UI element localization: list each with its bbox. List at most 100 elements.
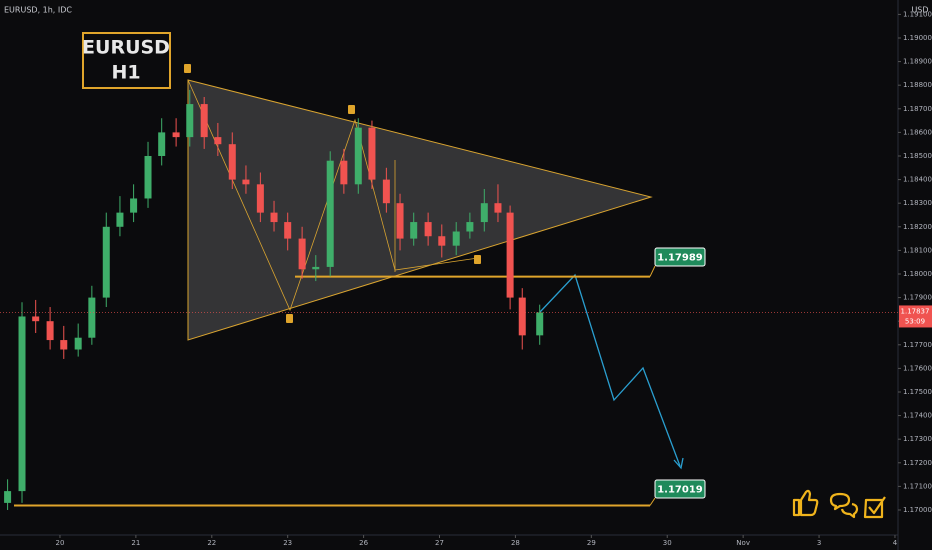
x-tick-label: 4 bbox=[893, 539, 898, 547]
triangle-pattern bbox=[187, 79, 653, 341]
point-marker bbox=[184, 64, 191, 73]
candle-body bbox=[172, 132, 180, 138]
x-tick-label: 28 bbox=[511, 539, 520, 547]
level-label: 1.17989 bbox=[657, 253, 703, 264]
label-box-line: H1 bbox=[111, 62, 140, 84]
y-tick-label: 1.17500 bbox=[903, 388, 932, 396]
candle-body bbox=[340, 160, 348, 185]
y-tick-label: 1.17000 bbox=[903, 506, 932, 514]
candle-body bbox=[536, 312, 544, 336]
candle-body bbox=[382, 179, 390, 204]
candle-body bbox=[144, 155, 152, 199]
y-tick-label: 1.17700 bbox=[903, 341, 932, 349]
currency-label: USD bbox=[911, 6, 928, 15]
point-marker bbox=[348, 105, 355, 114]
y-tick-label: 1.17600 bbox=[903, 364, 932, 372]
social-icons bbox=[792, 489, 886, 519]
candle-body bbox=[506, 212, 514, 298]
like-icon[interactable] bbox=[792, 489, 819, 517]
candle-body bbox=[466, 222, 474, 232]
x-tick-label: 27 bbox=[435, 539, 444, 547]
projection-arrow bbox=[673, 457, 684, 470]
candle-body bbox=[102, 226, 110, 298]
candle-body bbox=[312, 266, 320, 270]
candle-body bbox=[242, 179, 250, 185]
price-tag-value: 1.17837 bbox=[901, 307, 930, 315]
comment-icon[interactable] bbox=[829, 492, 859, 519]
y-tick-label: 1.18700 bbox=[903, 105, 932, 113]
x-tick-label: 21 bbox=[131, 539, 140, 547]
candle-body bbox=[158, 132, 166, 156]
x-tick-label: 20 bbox=[56, 539, 65, 547]
candle-body bbox=[186, 104, 194, 138]
label-box bbox=[82, 32, 171, 89]
point-marker bbox=[286, 314, 293, 323]
drawings bbox=[14, 64, 684, 507]
y-tick-label: 1.17200 bbox=[903, 459, 932, 467]
level-connector bbox=[649, 497, 656, 506]
level-label-box bbox=[654, 247, 706, 267]
x-tick-label: 30 bbox=[663, 539, 672, 547]
candle-body bbox=[46, 321, 54, 341]
candle-body bbox=[18, 316, 26, 492]
y-tick-label: 1.18800 bbox=[903, 81, 932, 89]
price-tag-countdown: 53:09 bbox=[905, 317, 925, 325]
candle-body bbox=[74, 337, 82, 350]
level-label: 1.17019 bbox=[657, 485, 703, 496]
y-tick-label: 1.18100 bbox=[903, 246, 932, 254]
candle-body bbox=[228, 144, 236, 180]
y-tick-label: 1.17400 bbox=[903, 412, 932, 420]
y-tick-label: 1.18300 bbox=[903, 199, 932, 207]
x-tick-label: Nov bbox=[736, 539, 750, 547]
label-box-line: EURUSD bbox=[82, 37, 170, 59]
level-label-box bbox=[654, 479, 706, 499]
candle-body bbox=[424, 222, 432, 237]
x-tick-label: 26 bbox=[359, 539, 368, 547]
chart-title: EURUSD, 1h, IDC bbox=[4, 6, 72, 15]
y-tick-label: 1.17300 bbox=[903, 435, 932, 443]
candle-body bbox=[494, 203, 502, 213]
check-icon[interactable] bbox=[863, 496, 886, 519]
candle-body bbox=[88, 297, 96, 338]
y-tick-label: 1.18400 bbox=[903, 176, 932, 184]
candle-body bbox=[284, 222, 292, 239]
x-tick-label: 3 bbox=[817, 539, 821, 547]
candle-body bbox=[298, 238, 306, 270]
candle-body bbox=[354, 127, 362, 185]
candle-body bbox=[200, 104, 208, 138]
y-tick-label: 1.18600 bbox=[903, 128, 932, 136]
candle-body bbox=[326, 160, 334, 267]
level-connector bbox=[649, 265, 656, 277]
y-tick-label: 1.18500 bbox=[903, 152, 932, 160]
y-tick-label: 1.18200 bbox=[903, 223, 932, 231]
y-tick-label: 1.17900 bbox=[903, 294, 932, 302]
projection-path bbox=[539, 273, 681, 467]
candle-body bbox=[368, 127, 376, 180]
candle-body bbox=[410, 222, 418, 239]
y-tick-label: 1.19000 bbox=[903, 34, 932, 42]
point-marker bbox=[474, 255, 481, 264]
candle-body bbox=[130, 198, 138, 213]
candle-body bbox=[60, 340, 68, 350]
y-tick-label: 1.18000 bbox=[903, 270, 932, 278]
y-tick-label: 1.19100 bbox=[903, 10, 932, 18]
candle-body bbox=[452, 231, 460, 246]
candle-body bbox=[438, 236, 446, 246]
y-tick-label: 1.17100 bbox=[903, 482, 932, 490]
y-tick-label: 1.18900 bbox=[903, 58, 932, 66]
candle-body bbox=[270, 212, 278, 223]
candle-body bbox=[214, 137, 222, 145]
price-tag bbox=[899, 305, 932, 328]
candle-body bbox=[116, 212, 124, 227]
candle-body bbox=[32, 316, 40, 322]
x-tick-label: 22 bbox=[207, 539, 216, 547]
x-tick-label: 23 bbox=[283, 539, 292, 547]
x-tick-label: 29 bbox=[587, 539, 596, 547]
candle-body bbox=[518, 297, 526, 336]
candle-body bbox=[396, 203, 404, 239]
candle-body bbox=[4, 491, 12, 503]
zigzag bbox=[187, 79, 479, 312]
